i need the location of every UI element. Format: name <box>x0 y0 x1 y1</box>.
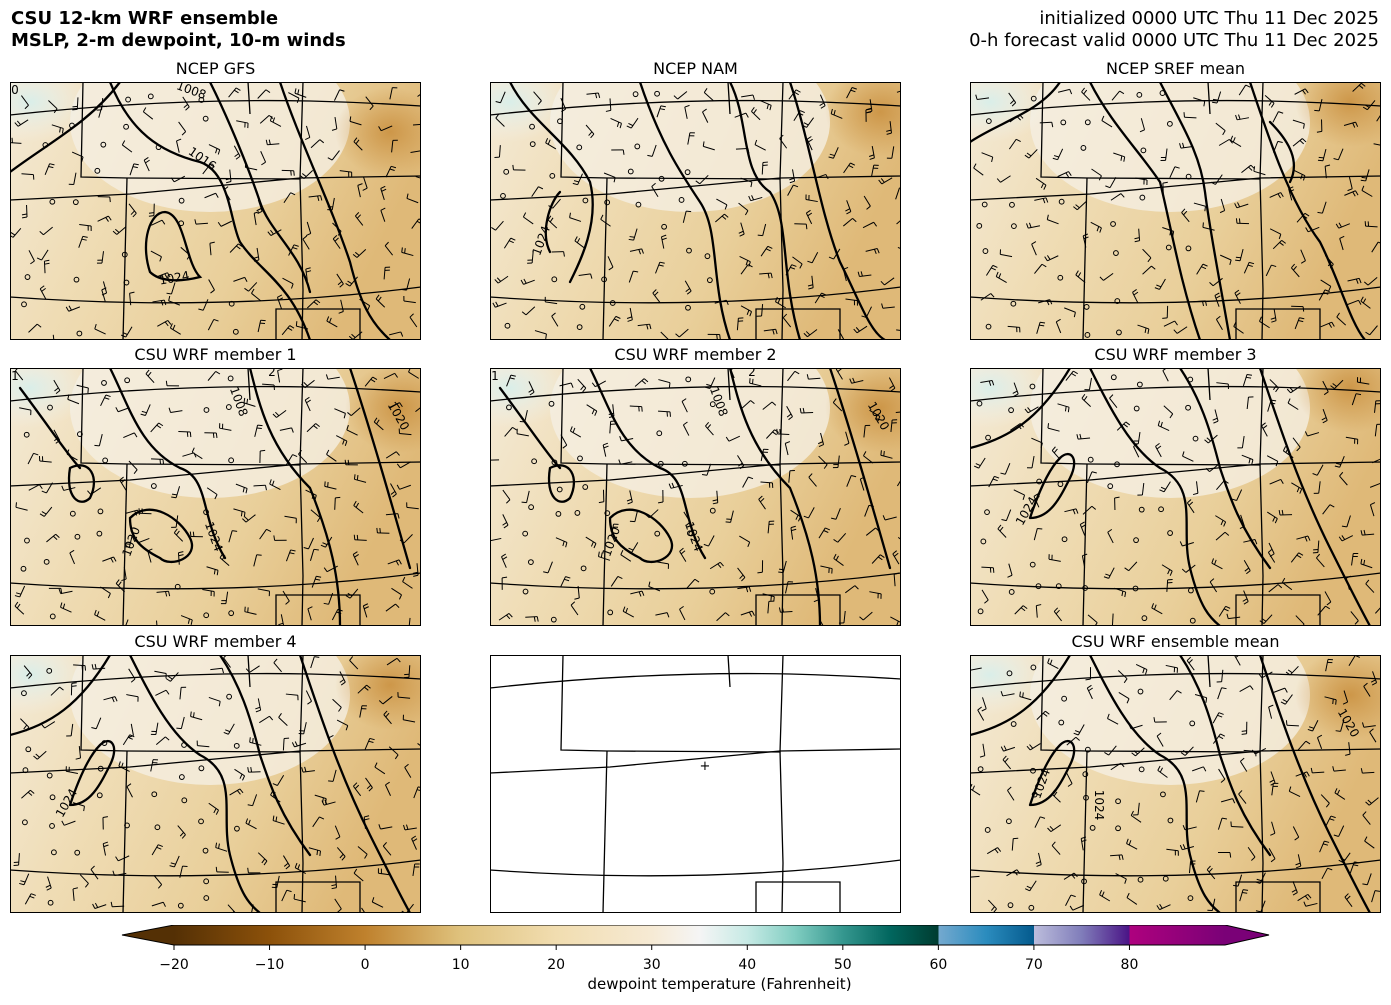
valid-time: 0-h forecast valid 0000 UTC Thu 11 Dec 2… <box>969 30 1379 52</box>
map-svg: 1024 <box>490 82 901 340</box>
colorbar-tick-label: 10 <box>452 957 470 973</box>
colorbar-tick-label: 50 <box>834 957 852 973</box>
title-line-2: MSLP, 2-m dewpoint, 10-m winds <box>11 30 346 52</box>
colorbar-label: dewpoint temperature (Fahrenheit) <box>587 975 851 993</box>
panel-title-nam: NCEP NAM <box>490 60 901 78</box>
panel-blank-map: + <box>490 655 901 913</box>
colorbar-tick-label: 60 <box>929 957 947 973</box>
state-borders <box>490 655 901 913</box>
isobar-label: 2 <box>748 368 756 379</box>
isobar-label: 0 <box>11 83 19 97</box>
isobar-label: 1 <box>491 369 499 383</box>
colorbar-tick-label: 30 <box>643 957 661 973</box>
colorbar-tick-label: 20 <box>547 957 565 973</box>
map-svg: 1024 <box>970 368 1381 626</box>
panel-member-3: 1024 <box>970 368 1381 626</box>
panel-title-sref: NCEP SREF mean <box>970 60 1381 78</box>
colorbar-extend-high <box>1225 925 1269 945</box>
init-time: initialized 0000 UTC Thu 11 Dec 2025 <box>969 8 1379 30</box>
map-svg: 1024 <box>10 655 421 913</box>
location-marker: + <box>700 759 711 774</box>
colorbar-tick-label: −20 <box>159 957 189 973</box>
panel-nam: 1024 <box>490 82 901 340</box>
colorbar-ramp <box>174 925 1225 945</box>
isobar-label: 1024 <box>1092 790 1106 821</box>
colorbar: −20 −10 0 10 20 30 40 50 60 70 80 dewpoint temperat… <box>0 925 1391 1005</box>
title-line-1: CSU 12-km WRF ensemble <box>11 8 346 30</box>
isobar-label: 2 <box>268 368 276 379</box>
panel-title-member-1: CSU WRF member 1 <box>10 346 421 364</box>
colorbar-tick-label: 80 <box>1121 957 1139 973</box>
forecast-time-info: initialized 0000 UTC Thu 11 Dec 2025 0-h… <box>969 8 1379 52</box>
panel-title-ensemble-mean: CSU WRF ensemble mean <box>970 633 1381 651</box>
colorbar-tick-label: 40 <box>738 957 756 973</box>
colorbar-tick-label: −10 <box>255 957 285 973</box>
panel-title-gfs: NCEP GFS <box>10 60 421 78</box>
colorbar-tick-label: 70 <box>1025 957 1043 973</box>
figure-title: CSU 12-km WRF ensemble MSLP, 2-m dewpoin… <box>11 8 346 52</box>
panel-title-member-3: CSU WRF member 3 <box>970 346 1381 364</box>
panel-member-4: 1024 <box>10 655 421 913</box>
colorbar-svg: −20 −10 0 10 20 30 40 50 60 70 80 dewpoint temperat… <box>0 925 1391 1001</box>
map-svg <box>970 82 1381 340</box>
panel-sref <box>970 82 1381 340</box>
colorbar-tick-label: 0 <box>361 957 370 973</box>
map-svg: + <box>490 655 901 913</box>
panel-title-member-2: CSU WRF member 2 <box>490 346 901 364</box>
panel-title-member-4: CSU WRF member 4 <box>10 633 421 651</box>
isobar-label: 1 <box>11 369 19 383</box>
